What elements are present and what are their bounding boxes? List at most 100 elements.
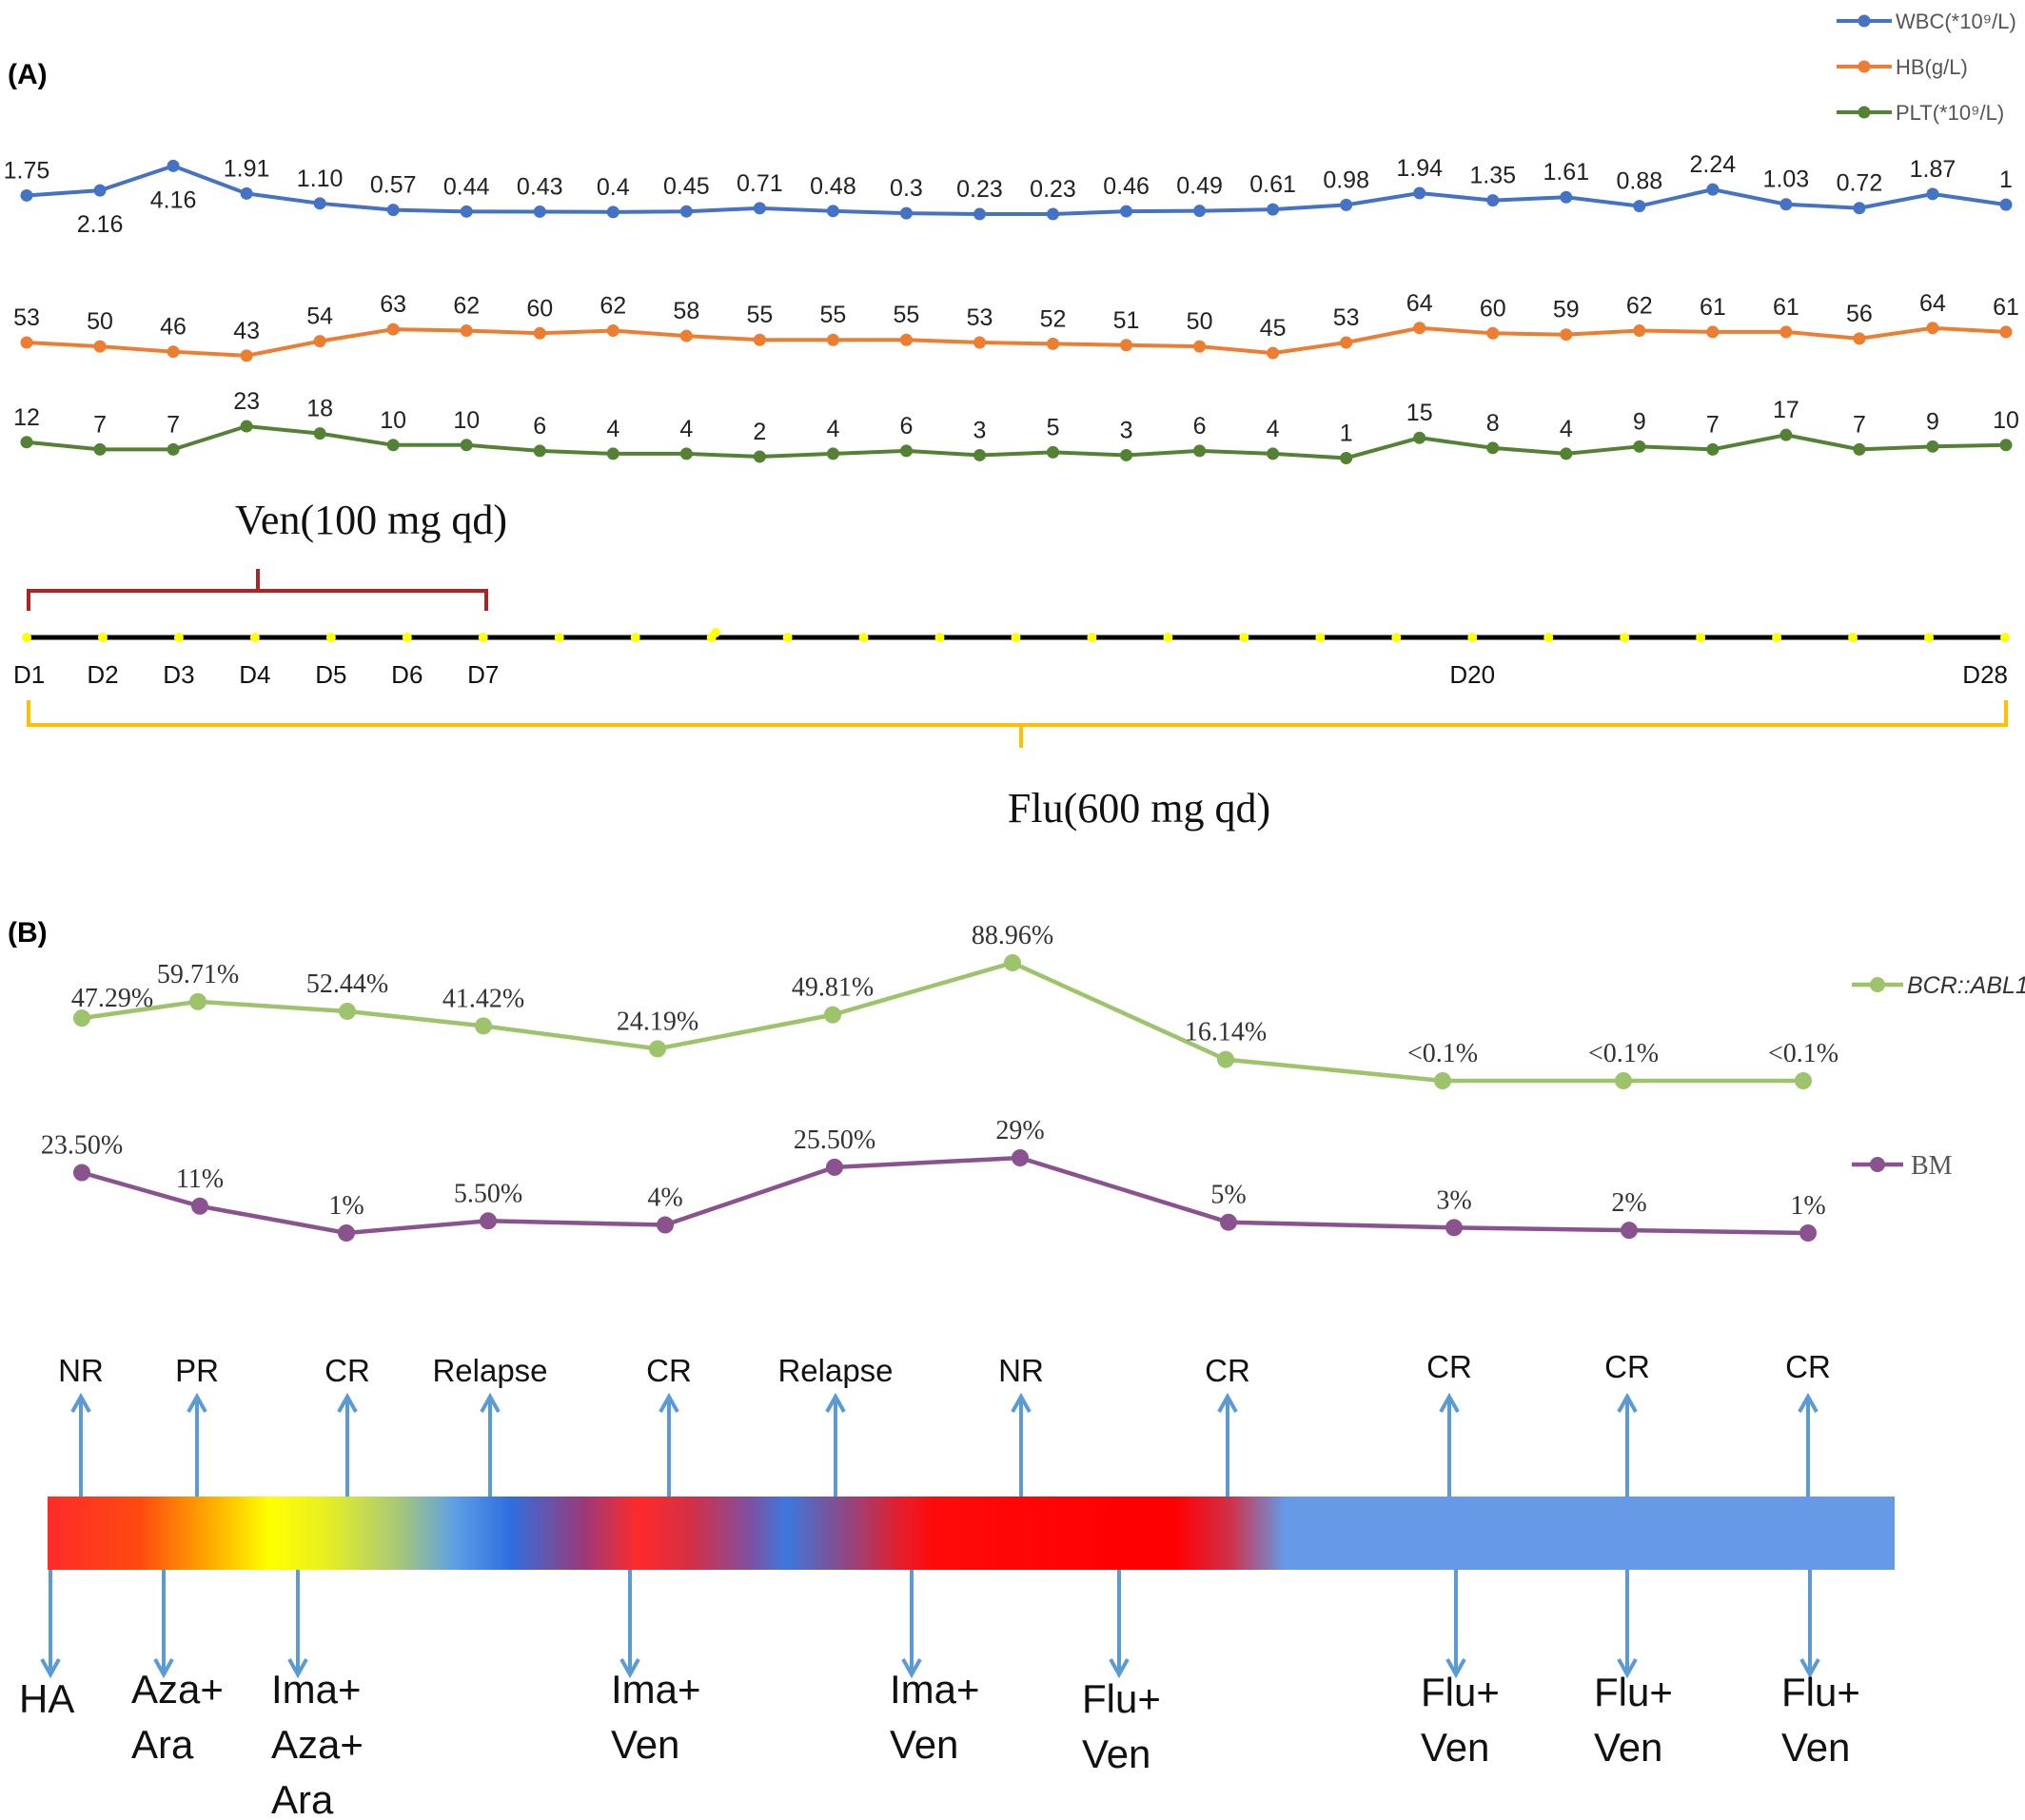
series-bm-point [826, 1158, 843, 1176]
treatment-label: Aza+ [131, 1667, 224, 1712]
series-plt-data-label: 6 [899, 413, 913, 440]
series-bcr-abl1-data-label: 24.19% [617, 1007, 698, 1036]
series-wbc-data-label: 0.48 [810, 173, 856, 200]
chart-b-mrd-blasts: 47.29%59.71% 52.44% 41.42% 24.19% 49.81% 88.9… [41, 921, 1838, 1242]
series-hb-point [1120, 339, 1133, 352]
series-plt-data-label: 10 [1993, 407, 2019, 434]
series-bm-data-label: 5% [1210, 1181, 1246, 1210]
series-wbc-point [1779, 198, 1793, 211]
timeline-tick [630, 633, 640, 642]
response-label: CR [1785, 1349, 1831, 1384]
series-wbc-point [386, 204, 400, 217]
series-plt-data-label: 7 [167, 411, 180, 438]
series-hb-data-label: 53 [1333, 304, 1360, 331]
treatment-arrow-head [1445, 1658, 1466, 1679]
timeline-day-label: D20 [1449, 660, 1495, 689]
timeline-day-label: D3 [163, 660, 194, 689]
series-bm-data-label: 4% [647, 1184, 682, 1213]
series-plt-point [167, 442, 180, 456]
series-hb-point [753, 333, 766, 346]
series-wbc-data-label: 0.44 [443, 173, 490, 200]
series-wbc-data-label: 0.3 [890, 175, 923, 202]
response-label: CR [646, 1353, 692, 1388]
series-hb-data-label: 55 [820, 302, 847, 328]
series-wbc-point [826, 205, 839, 218]
series-bcr-abl1-point [189, 992, 206, 1010]
series-hb-point [93, 340, 107, 353]
series-hb-data-label: 54 [306, 303, 333, 330]
series-plt-point [606, 447, 619, 460]
timeline-tick [249, 633, 260, 642]
series-plt-point [899, 444, 913, 458]
timeline-day-label: D4 [239, 660, 270, 689]
series-plt-data-label: 9 [1926, 408, 1939, 435]
series-bm-point [1621, 1222, 1638, 1240]
timeline-day-label: D7 [467, 660, 499, 689]
response-arrow-head [480, 1392, 501, 1413]
series-hb-data-label: 59 [1553, 297, 1580, 323]
chart-a-dosing-timeline: D1 D2 D3 D4 D5 D6 D7 D20 D28 Ven(100 mg qd) Flu(60… [13, 497, 2010, 832]
treatment-label: Ven [1781, 1725, 1850, 1770]
treatment-arrow-head [619, 1658, 640, 1679]
series-hb-data-label: 61 [1773, 294, 1799, 321]
response-arrow-head [70, 1392, 91, 1413]
response-arrow [480, 1392, 501, 1497]
series-bm-point [1220, 1213, 1237, 1231]
series-wbc-data-label: 0.23 [1030, 176, 1076, 203]
series-wbc-point [899, 206, 913, 220]
series-wbc-point [1633, 200, 1646, 213]
series-plt-data-label: 6 [1193, 413, 1207, 440]
response-label: CR [1426, 1349, 1472, 1384]
legend-hb-label: HB(g/L) [1896, 55, 1968, 79]
series-plt-point [753, 450, 766, 463]
series-hb-point [1340, 336, 1353, 349]
legend-plt-label: PLT(*10⁹/L) [1896, 101, 2004, 125]
series-plt-data-label: 4 [1560, 416, 1573, 442]
series-plt-point [386, 439, 400, 452]
series-wbc-point [606, 205, 619, 219]
timeline-tick [1772, 633, 1782, 642]
series-wbc-point [460, 205, 473, 218]
series-wbc-data-label: 0.23 [956, 176, 1003, 203]
timeline-tick [478, 633, 488, 642]
treatment-label: Ima+ [890, 1667, 980, 1712]
treatment-arrow-head [287, 1658, 308, 1679]
timeline-tick [934, 633, 945, 642]
series-bcr-abl1-data-label: 16.14% [1185, 1018, 1267, 1047]
series-bm-point [1445, 1219, 1463, 1237]
timeline-tick [711, 628, 720, 637]
chart-a-blood-counts: 1.75 2.16 4.16 1.91 1.10 0.57 0.44 0.43 0.4 0.45 0… [4, 151, 2019, 464]
timeline-tick [22, 633, 31, 642]
treatment-label: Flu+ [1082, 1676, 1161, 1721]
series-plt-point [1047, 445, 1060, 459]
response-label: Relapse [777, 1353, 893, 1388]
series-bcr-abl1-point [1217, 1050, 1234, 1068]
series-wbc-data-label: 0.71 [737, 170, 783, 197]
series-hb-point [1193, 340, 1207, 353]
timeline-tick [1391, 633, 1402, 642]
series-wbc-point [1413, 186, 1426, 200]
series-bm-point [1799, 1224, 1817, 1242]
response-label: CR [324, 1353, 370, 1388]
treatment-arrow [619, 1570, 640, 1679]
timeline-tick [325, 633, 336, 642]
ven-bracket [27, 589, 488, 611]
response-arrow [1617, 1392, 1638, 1497]
series-wbc-data-label: 0.43 [517, 173, 563, 200]
series-wbc-point [1193, 205, 1207, 218]
treatment-label: Ven [1594, 1725, 1662, 1770]
response-arrow [70, 1392, 91, 1497]
response-label: CR [1604, 1349, 1650, 1384]
series-hb-data-label: 63 [380, 291, 406, 318]
series-hb-point [1779, 325, 1793, 339]
timeline-tick [1163, 633, 1173, 642]
series-hb-data-label: 53 [967, 304, 993, 331]
response-label: PR [175, 1353, 219, 1388]
series-hb-data-label: 55 [746, 302, 773, 328]
response-arrow-head [1798, 1392, 1819, 1413]
series-bcr-abl1-point [339, 1002, 356, 1020]
series-wbc-data-label: 1.35 [1469, 163, 1516, 189]
treatment-label: Ara [131, 1722, 194, 1767]
series-plt-data-label: 7 [93, 411, 107, 438]
